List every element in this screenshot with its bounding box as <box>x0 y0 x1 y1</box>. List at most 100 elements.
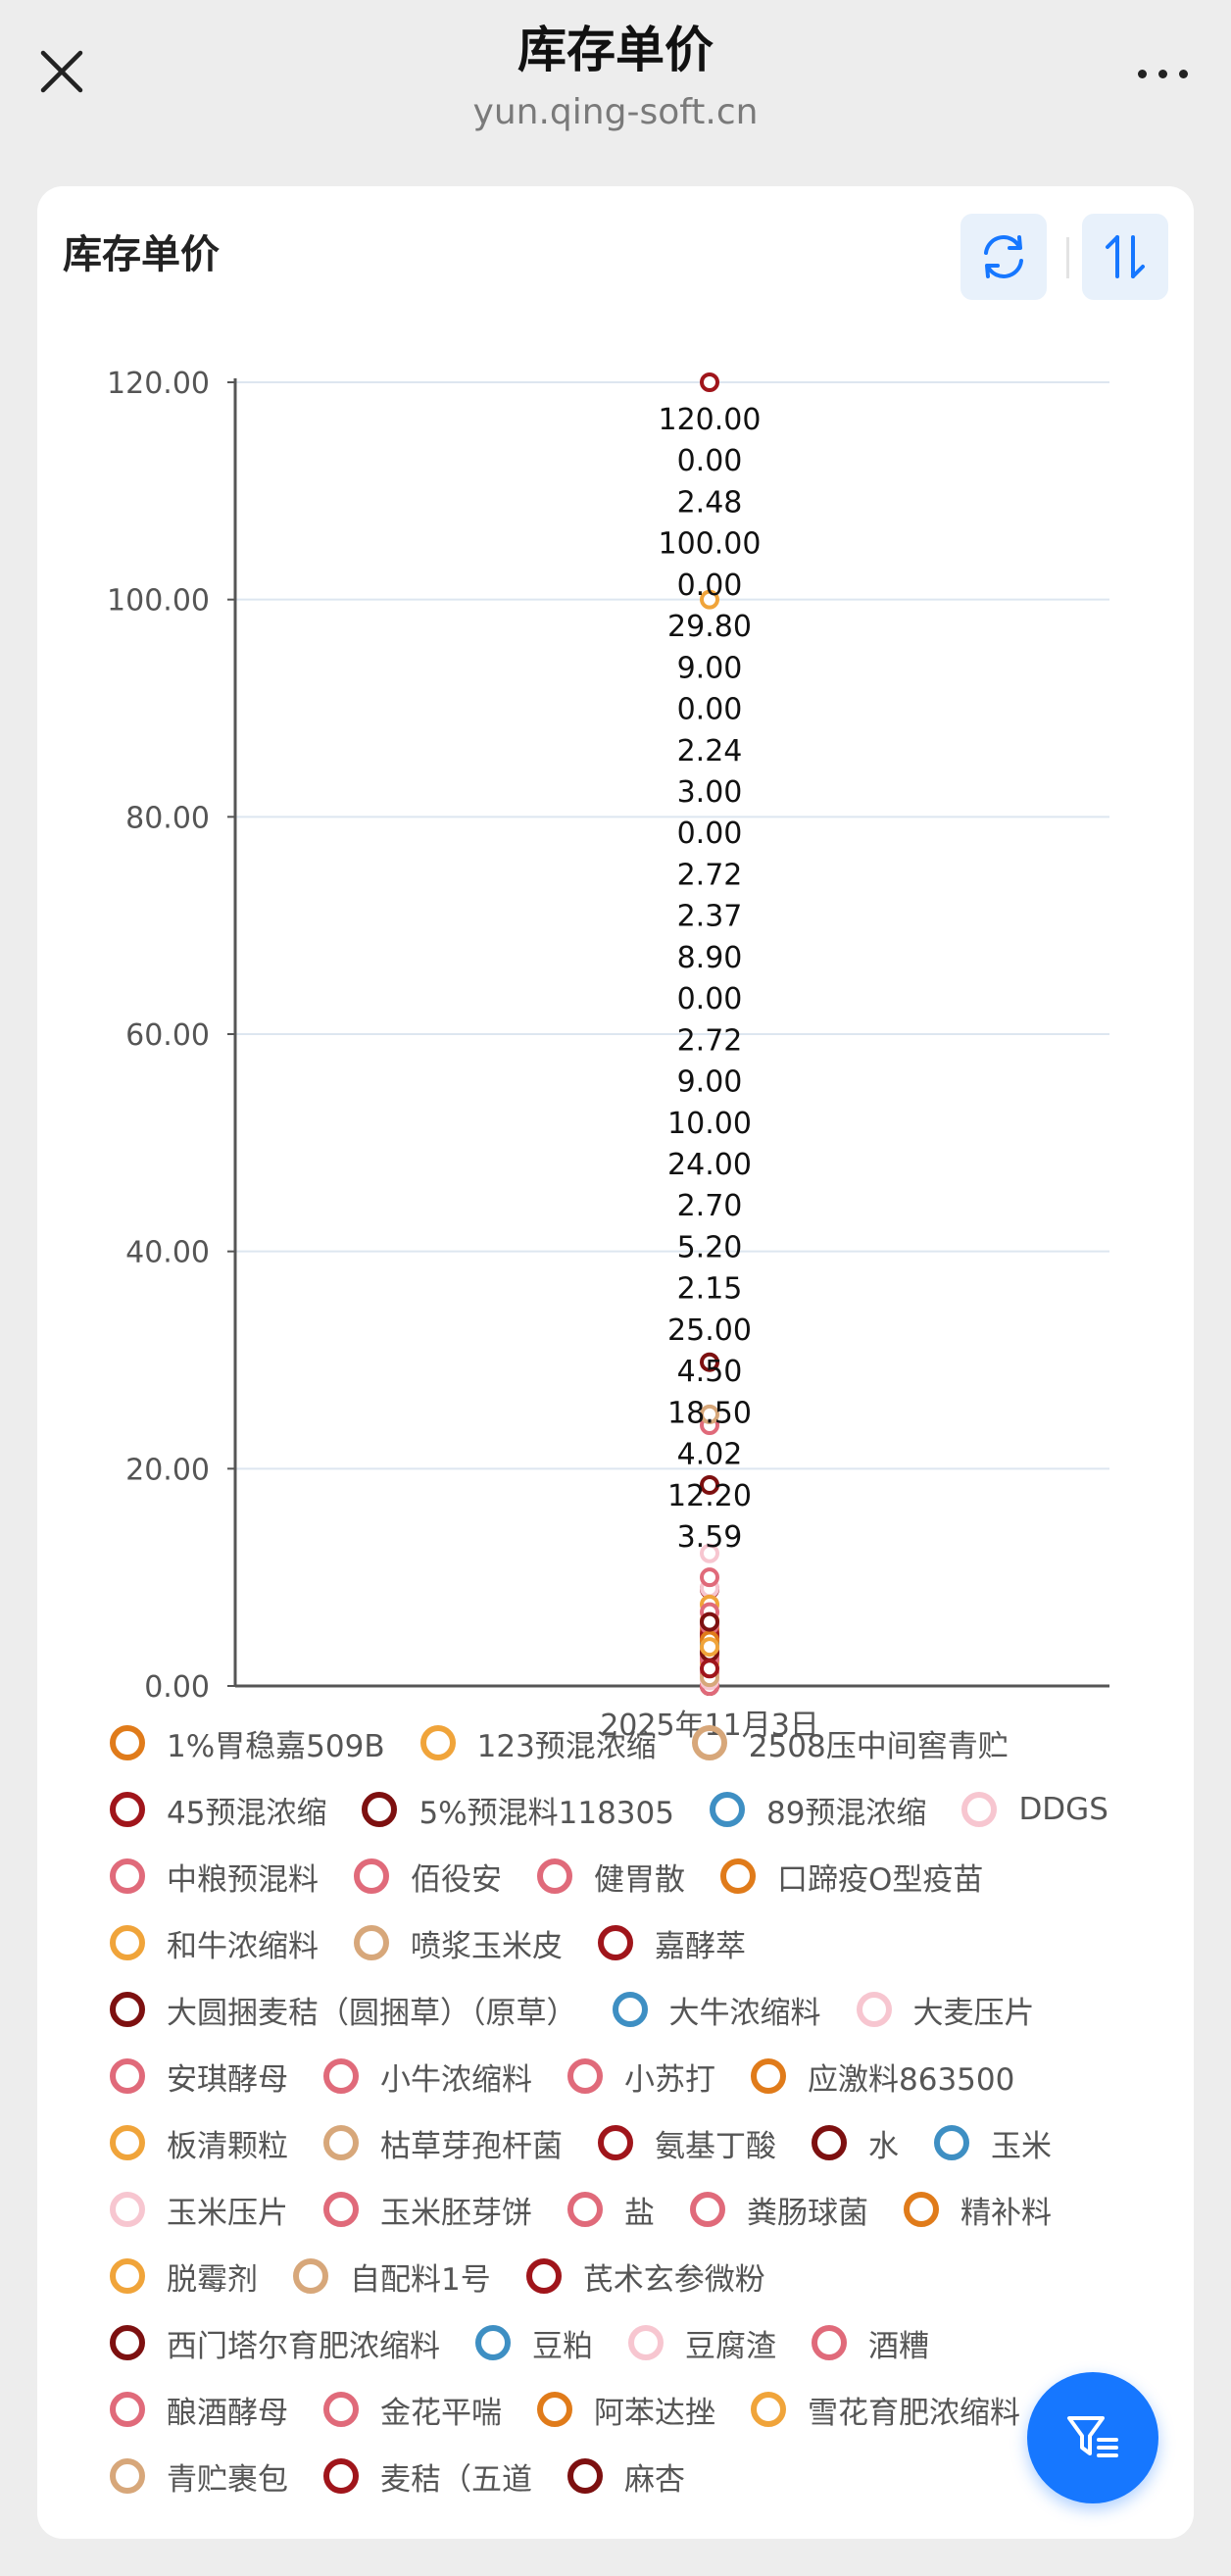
legend-item[interactable]: 45预混浓缩 <box>110 1776 326 1843</box>
legend-item[interactable]: 自配料1号 <box>293 2243 491 2309</box>
more-button[interactable] <box>1123 41 1202 106</box>
legend-label: 玉米 <box>991 2128 1052 2164</box>
legend-label: 89预混浓缩 <box>765 1795 927 1831</box>
data-label: 18.50 <box>667 1396 752 1430</box>
legend-marker <box>110 2125 145 2160</box>
data-label: 2.15 <box>677 1272 743 1307</box>
legend-label: 雪花育肥浓缩料 <box>808 2395 1020 2431</box>
legend-item[interactable]: 大麦压片 <box>856 1976 1035 2043</box>
legend-item[interactable]: 和牛浓缩料 <box>110 1909 319 1976</box>
legend-item[interactable]: 精补料 <box>904 2176 1052 2243</box>
y-tick-label: 120.00 <box>107 367 210 401</box>
legend-item[interactable]: 5%预混料118305 <box>362 1776 674 1843</box>
legend-label: 玉米压片 <box>167 2195 288 2231</box>
legend-item[interactable]: 氨基丁酸 <box>598 2109 776 2176</box>
legend-item[interactable]: 喷浆玉米皮 <box>354 1909 563 1976</box>
data-label: 2.24 <box>677 734 743 768</box>
data-label: 12.20 <box>667 1479 752 1513</box>
legend-item[interactable]: 玉米压片 <box>110 2176 288 2243</box>
legend-marker <box>720 1858 756 1894</box>
legend-label: 麻杏 <box>624 2461 685 2498</box>
legend-label: 精补料 <box>960 2195 1052 2231</box>
legend-label: 123预混浓缩 <box>476 1728 657 1764</box>
refresh-icon <box>984 235 1023 278</box>
legend-label: 小牛浓缩料 <box>380 2061 532 2098</box>
legend-item[interactable]: 雪花育肥浓缩料 <box>751 2376 1020 2443</box>
legend-item[interactable]: 2508压中间窖青贮 <box>691 1709 1009 1776</box>
legend-item[interactable]: 盐 <box>567 2176 655 2243</box>
y-tick-label: 20.00 <box>125 1453 210 1487</box>
legend-marker <box>751 2058 786 2094</box>
legend-marker <box>812 2125 847 2160</box>
legend-item[interactable]: 大圆捆麦秸（圆捆草）（原草） <box>110 1976 577 2043</box>
legend-item[interactable]: 酿酒酵母 <box>110 2376 288 2443</box>
legend-item[interactable]: 玉米胚芽饼 <box>323 2176 532 2243</box>
close-button[interactable] <box>29 39 94 104</box>
legend-item[interactable]: 麦秸（五道 <box>323 2443 532 2509</box>
legend-marker <box>598 1925 633 1960</box>
legend-label: 中粮预混料 <box>167 1861 319 1898</box>
legend-label: 小苏打 <box>624 2061 715 2098</box>
data-point <box>700 1543 719 1563</box>
legend-item[interactable]: 芪术玄参微粉 <box>525 2243 765 2309</box>
legend-item[interactable]: 豆腐渣 <box>628 2309 776 2376</box>
data-label: 3.59 <box>677 1520 743 1555</box>
legend-item[interactable]: 麻杏 <box>567 2443 685 2509</box>
y-tick-label: 100.00 <box>107 584 210 619</box>
card-title: 库存单价 <box>63 232 220 277</box>
legend-item[interactable]: 1%胃稳嘉509B <box>110 1709 385 1776</box>
legend-marker <box>110 2058 145 2094</box>
y-tick-label: 40.00 <box>125 1236 210 1270</box>
legend-marker <box>323 2058 359 2094</box>
refresh-button[interactable] <box>960 214 1047 300</box>
legend-item[interactable]: 脱霉剂 <box>110 2243 258 2309</box>
legend-item[interactable]: 佰役安 <box>354 1843 502 1909</box>
data-point <box>700 1637 719 1658</box>
legend-item[interactable]: 玉米 <box>934 2109 1052 2176</box>
legend-item[interactable]: 水 <box>812 2109 899 2176</box>
legend-item[interactable]: 大牛浓缩料 <box>612 1976 821 2043</box>
legend-item[interactable]: 健胃散 <box>537 1843 685 1909</box>
legend-label: 应激料863500 <box>808 2061 1015 2098</box>
legend-label: 酿酒酵母 <box>167 2395 288 2431</box>
legend-item[interactable]: 枯草芽孢杆菌 <box>323 2109 563 2176</box>
legend-label: 豆粕 <box>532 2328 593 2364</box>
legend-item[interactable]: DDGS <box>961 1776 1108 1843</box>
data-label: 2.37 <box>677 900 743 934</box>
legend-label: 麦秸（五道 <box>380 2461 532 2498</box>
legend-label: 安琪酵母 <box>167 2061 288 2098</box>
legend-item[interactable]: 西门塔尔育肥浓缩料 <box>110 2309 440 2376</box>
data-point <box>700 1352 719 1372</box>
legend-item[interactable]: 小苏打 <box>567 2043 715 2109</box>
legend-item[interactable]: 金花平喘 <box>323 2376 502 2443</box>
legend-label: 2508压中间窖青贮 <box>748 1728 1009 1764</box>
legend-label: 健胃散 <box>594 1861 685 1898</box>
legend-label: 盐 <box>624 2195 655 2231</box>
legend-item[interactable]: 板清颗粒 <box>110 2109 288 2176</box>
legend-item[interactable]: 青贮裹包 <box>110 2443 288 2509</box>
data-point <box>700 1611 719 1632</box>
legend-item[interactable]: 123预混浓缩 <box>419 1709 657 1776</box>
legend-marker <box>567 2058 603 2094</box>
legend-item[interactable]: 嘉酵萃 <box>598 1909 746 1976</box>
legend-label: 嘉酵萃 <box>655 1928 746 1964</box>
legend-marker <box>110 2258 145 2294</box>
legend-marker <box>751 2392 786 2427</box>
filter-button[interactable] <box>1027 2372 1158 2503</box>
legend-item[interactable]: 安琪酵母 <box>110 2043 288 2109</box>
legend-item[interactable]: 89预混浓缩 <box>709 1776 927 1843</box>
legend-item[interactable]: 中粮预混料 <box>110 1843 319 1909</box>
legend-label: 西门塔尔育肥浓缩料 <box>167 2328 440 2364</box>
legend-item[interactable]: 小牛浓缩料 <box>323 2043 532 2109</box>
legend-item[interactable]: 豆粕 <box>475 2309 593 2376</box>
legend-item[interactable]: 粪肠球菌 <box>690 2176 868 2243</box>
legend-item[interactable]: 应激料863500 <box>751 2043 1014 2109</box>
sort-button[interactable] <box>1082 214 1168 300</box>
data-label: 0.00 <box>677 444 743 478</box>
legend-item[interactable]: 阿苯达挫 <box>537 2376 715 2443</box>
legend-item[interactable]: 酒糟 <box>812 2309 929 2376</box>
legend-label: 大麦压片 <box>912 1995 1035 2031</box>
legend-label: 大圆捆麦秸（圆捆草）（原草） <box>167 1995 577 2031</box>
legend-item[interactable]: 口蹄疫O型疫苗 <box>720 1843 983 1909</box>
